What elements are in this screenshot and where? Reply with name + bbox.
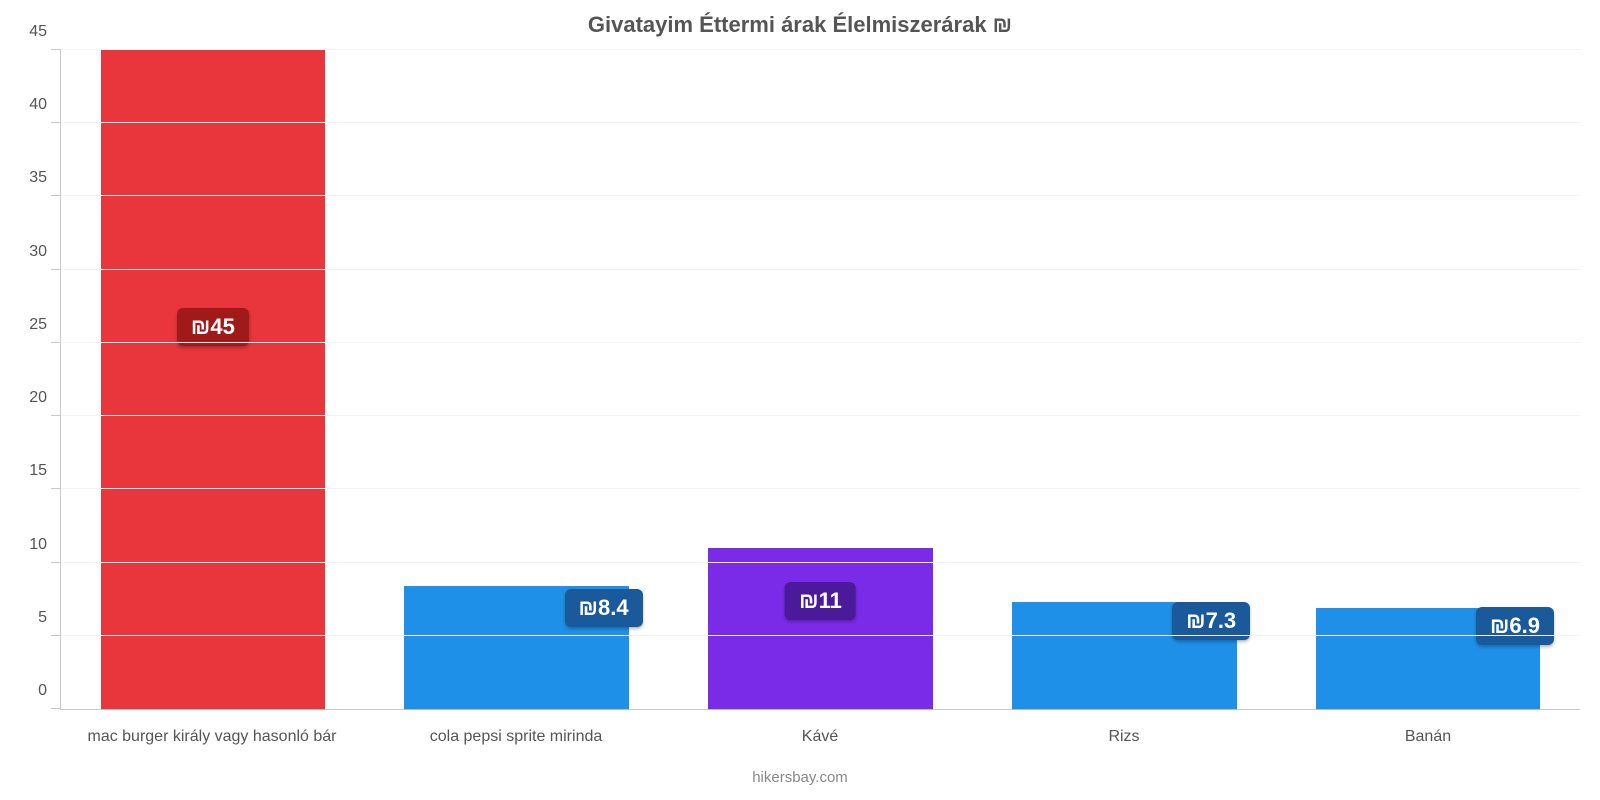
- grid-line: [61, 195, 1580, 196]
- y-tick-label: 25: [29, 316, 61, 334]
- x-tick-label: Kávé: [668, 728, 972, 746]
- y-tick-label: 5: [38, 609, 61, 627]
- grid-line: [61, 488, 1580, 489]
- y-tick: [51, 488, 61, 489]
- y-tick-label: 0: [38, 682, 61, 700]
- bar-slot: ₪7.3: [972, 50, 1276, 709]
- y-tick-label: 35: [29, 169, 61, 187]
- chart-footer: hikersbay.com: [0, 769, 1600, 786]
- y-tick-label: 15: [29, 462, 61, 480]
- y-tick: [51, 269, 61, 270]
- y-tick-label: 40: [29, 96, 61, 114]
- bar: ₪6.9: [1316, 608, 1541, 709]
- y-tick-label: 45: [29, 23, 61, 41]
- grid-line: [61, 342, 1580, 343]
- y-tick: [51, 635, 61, 636]
- value-badge: ₪45: [177, 308, 249, 346]
- x-axis-labels: mac burger király vagy hasonló bárcola p…: [60, 728, 1580, 746]
- bar-slot: ₪8.4: [365, 50, 669, 709]
- bar: ₪8.4: [404, 586, 629, 709]
- grid-line: [61, 635, 1580, 636]
- grid-line: [61, 122, 1580, 123]
- value-badge: ₪6.9: [1476, 607, 1554, 645]
- bar: ₪11: [708, 548, 933, 709]
- bar-slot: ₪45: [61, 50, 365, 709]
- y-tick-label: 20: [29, 389, 61, 407]
- y-tick: [51, 195, 61, 196]
- bar: ₪45: [101, 50, 326, 709]
- x-tick-label: Rizs: [972, 728, 1276, 746]
- chart-title: Givatayim Éttermi árak Élelmiszerárak ₪: [0, 0, 1600, 46]
- y-tick-label: 10: [29, 536, 61, 554]
- grid-line: [61, 49, 1580, 50]
- y-tick: [51, 342, 61, 343]
- bar: ₪7.3: [1012, 602, 1237, 709]
- price-bar-chart: Givatayim Éttermi árak Élelmiszerárak ₪ …: [0, 0, 1600, 800]
- y-tick: [51, 562, 61, 563]
- bar-slot: ₪6.9: [1276, 50, 1580, 709]
- y-tick-label: 30: [29, 243, 61, 261]
- bar-slot: ₪11: [669, 50, 973, 709]
- y-tick: [51, 415, 61, 416]
- bars-container: ₪45 ₪8.4 ₪11 ₪7.3 ₪6.9: [61, 50, 1580, 709]
- y-tick: [51, 122, 61, 123]
- x-tick-label: Banán: [1276, 728, 1580, 746]
- y-tick: [51, 49, 61, 50]
- x-tick-label: mac burger király vagy hasonló bár: [60, 728, 364, 746]
- grid-line: [61, 415, 1580, 416]
- value-badge: ₪11: [785, 582, 856, 620]
- grid-line: [61, 269, 1580, 270]
- y-tick: [51, 708, 61, 709]
- grid-line: [61, 562, 1580, 563]
- value-badge: ₪8.4: [565, 589, 643, 627]
- plot-area: ₪45₪8.4₪11₪7.3₪6.9 051015202530354045: [60, 50, 1580, 710]
- x-tick-label: cola pepsi sprite mirinda: [364, 728, 668, 746]
